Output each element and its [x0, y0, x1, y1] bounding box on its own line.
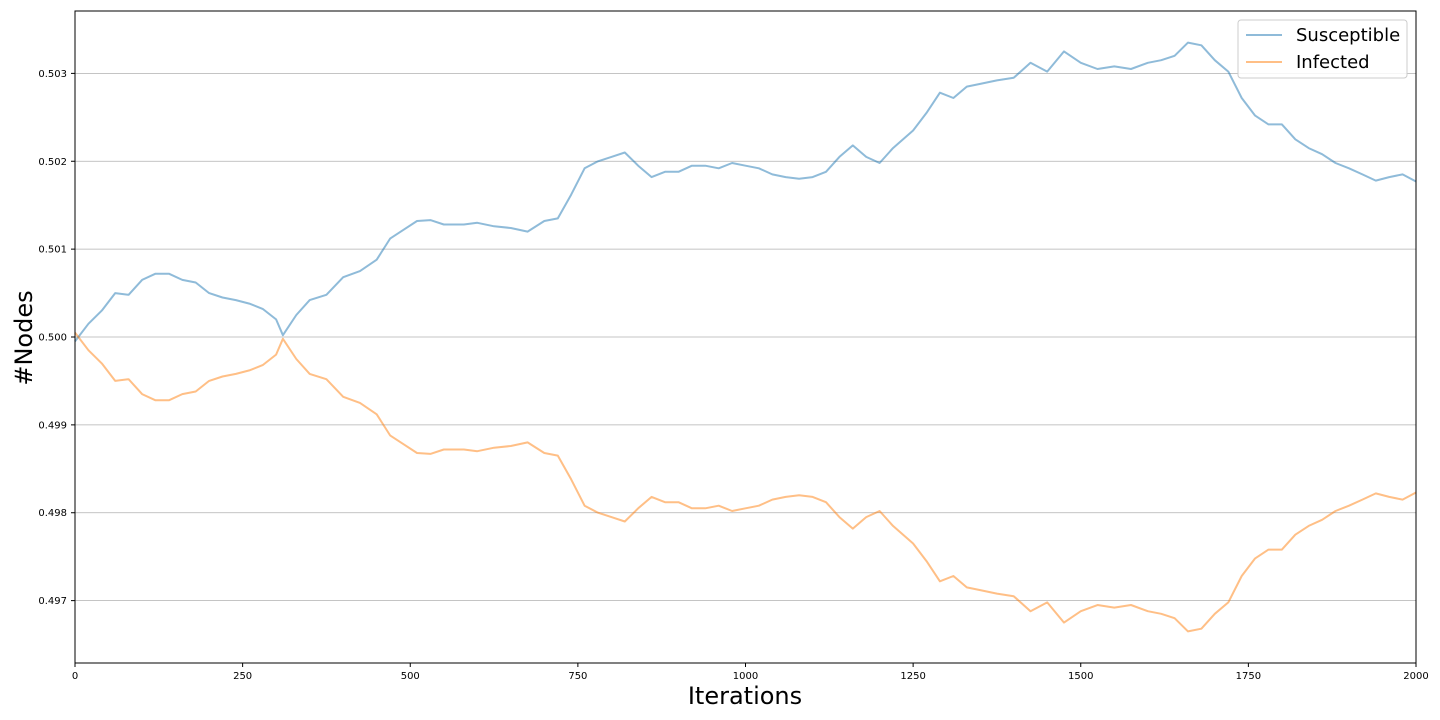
y-tick-label: 0.502: [38, 157, 67, 168]
y-tick-label: 0.501: [38, 245, 67, 256]
legend-label-infected: Infected: [1296, 52, 1370, 73]
y-tick-label: 0.500: [38, 333, 67, 344]
series-line-infected: [74, 331, 1417, 633]
x-tick-label: 750: [568, 671, 587, 682]
y-tick-label: 0.498: [38, 508, 67, 519]
x-tick-label: 1000: [733, 671, 758, 682]
x-tick-label: 250: [233, 671, 252, 682]
y-axis-label: #Nodes: [10, 290, 38, 385]
gridlines: [75, 72, 1416, 602]
x-tick-label: 500: [401, 671, 420, 682]
x-axis-ticks: 0 250 500 750 1000 1250 1500 1750 2000: [72, 663, 1429, 682]
y-tick-label: 0.499: [38, 420, 67, 431]
y-tick-label: 0.503: [38, 69, 67, 80]
series-lines: [74, 41, 1417, 633]
x-tick-label: 1750: [1236, 671, 1261, 682]
x-tick-label: 1250: [900, 671, 925, 682]
y-tick-label: 0.497: [38, 596, 67, 607]
x-axis-label: Iterations: [688, 682, 802, 710]
x-tick-label: 1500: [1068, 671, 1093, 682]
legend: Susceptible Infected: [1237, 19, 1408, 79]
y-axis-ticks: 0.497 0.498 0.499 0.500 0.501 0.502 0.503: [38, 69, 75, 607]
legend-label-susceptible: Susceptible: [1296, 25, 1400, 46]
x-tick-label: 2000: [1403, 671, 1428, 682]
x-tick-label: 0: [72, 671, 78, 682]
series-line-susceptible: [74, 41, 1417, 343]
